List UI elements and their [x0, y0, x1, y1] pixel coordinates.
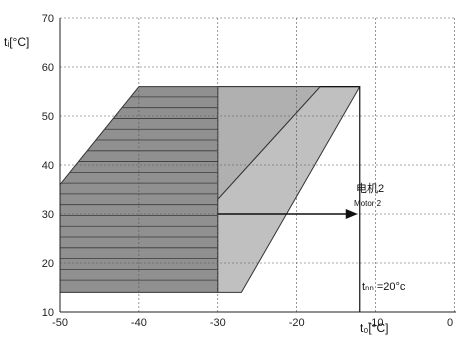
y-tick-label: 10: [42, 307, 54, 319]
y-tick-label: 60: [42, 62, 54, 74]
motor-arrow-head: [345, 209, 358, 219]
y-axis-label: tᵢ[°C]: [4, 35, 29, 49]
x-tick-label: -40: [131, 317, 147, 329]
ticks-layer: -50 -40 -30 -20 -10 0 10 20 30 40 50 60 70: [42, 13, 453, 329]
y-tick-label: 70: [42, 13, 54, 25]
annotation-t-cn: tₙₙ =20°c: [362, 281, 406, 293]
regions-layer: [59, 86, 361, 293]
region-3: [217, 86, 361, 293]
y-tick-label: 30: [42, 209, 54, 221]
x-tick-label: 0: [447, 317, 453, 329]
annotation-motor-en: Motor 2: [354, 199, 382, 208]
x-tick-label: -20: [289, 317, 305, 329]
grid-layer: [59, 17, 456, 313]
x-axis-label: t₀[°C]: [360, 321, 388, 335]
x-tick-label: -50: [52, 317, 68, 329]
lines-layer: [217, 85, 361, 312]
annotation-motor-cn: 电机2: [356, 181, 384, 195]
y-tick-label: 50: [42, 111, 54, 123]
y-tick-label: 20: [42, 258, 54, 270]
x-tick-label: -30: [210, 317, 226, 329]
y-tick-label: 40: [42, 160, 54, 172]
x-tick-label: -10: [368, 317, 384, 329]
